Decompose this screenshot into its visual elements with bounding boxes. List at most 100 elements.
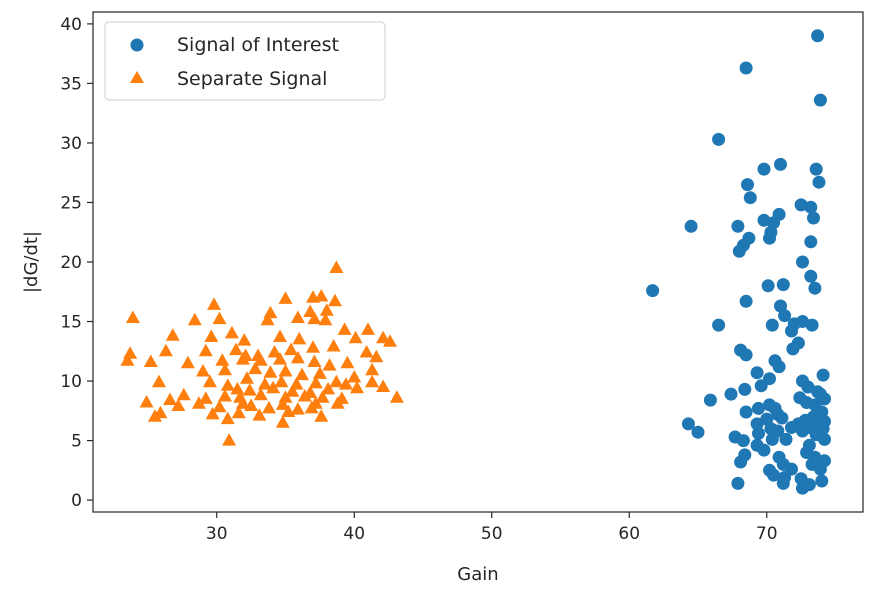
- point-separate-signal: [359, 345, 374, 358]
- legend-marker-signal-of-interest: [130, 38, 144, 52]
- point-signal-of-interest: [724, 387, 738, 401]
- point-signal-of-interest: [736, 434, 750, 448]
- point-signal-of-interest: [804, 269, 818, 283]
- point-signal-of-interest: [785, 421, 798, 434]
- point-signal-of-interest: [734, 455, 748, 469]
- point-separate-signal: [158, 343, 173, 357]
- point-separate-signal: [290, 310, 305, 323]
- point-signal-of-interest: [765, 432, 779, 446]
- point-separate-signal: [242, 383, 257, 396]
- point-signal-of-interest: [757, 443, 771, 457]
- y-tick-label: 10: [60, 372, 82, 392]
- point-separate-signal: [202, 374, 217, 388]
- point-separate-signal: [347, 370, 362, 383]
- point-separate-signal: [376, 330, 391, 344]
- point-signal-of-interest: [738, 382, 752, 396]
- series-separate-signal: [120, 260, 404, 446]
- point-signal-of-interest: [804, 235, 818, 249]
- point-separate-signal: [308, 375, 323, 389]
- x-tick-label: 30: [206, 524, 228, 544]
- point-signal-of-interest: [731, 476, 745, 490]
- point-signal-of-interest: [684, 219, 698, 233]
- point-separate-signal: [290, 402, 305, 415]
- point-signal-of-interest: [731, 219, 745, 233]
- point-signal-of-interest: [809, 162, 823, 176]
- point-separate-signal: [350, 380, 364, 394]
- point-signal-of-interest: [801, 380, 815, 394]
- point-separate-signal: [329, 260, 344, 273]
- point-signal-of-interest: [786, 342, 800, 356]
- point-separate-signal: [319, 303, 334, 316]
- point-separate-signal: [176, 387, 191, 401]
- point-separate-signal: [361, 322, 375, 335]
- point-signal-of-interest: [750, 417, 764, 431]
- point-separate-signal: [218, 362, 232, 376]
- point-signal-of-interest: [739, 294, 753, 308]
- y-tick-label: 25: [60, 193, 82, 213]
- point-separate-signal: [275, 415, 290, 428]
- point-separate-signal: [340, 355, 355, 369]
- point-separate-signal: [376, 379, 391, 392]
- point-separate-signal: [314, 289, 329, 302]
- y-tick-label: 20: [60, 253, 82, 273]
- point-separate-signal: [339, 377, 353, 390]
- point-separate-signal: [222, 433, 237, 446]
- plot-points: [120, 29, 831, 495]
- point-separate-signal: [263, 365, 278, 378]
- legend-label-signal-of-interest: Signal of Interest: [177, 34, 339, 56]
- point-separate-signal: [295, 367, 309, 381]
- point-separate-signal: [281, 404, 296, 417]
- series-signal-of-interest: [646, 29, 831, 495]
- point-signal-of-interest: [772, 360, 786, 374]
- point-separate-signal: [237, 333, 252, 346]
- point-separate-signal: [290, 350, 305, 364]
- point-separate-signal: [365, 374, 380, 388]
- point-signal-of-interest: [779, 432, 793, 446]
- y-axis: 0 5 10 15 20 25 30 35 40: [60, 15, 93, 511]
- point-separate-signal: [348, 330, 363, 344]
- x-tick-label: 70: [756, 524, 778, 544]
- point-separate-signal: [205, 406, 220, 420]
- x-tick-label: 60: [618, 524, 640, 544]
- point-separate-signal: [284, 342, 298, 356]
- point-separate-signal: [204, 329, 219, 342]
- point-separate-signal: [198, 391, 213, 404]
- point-separate-signal: [240, 371, 254, 384]
- point-signal-of-interest: [796, 481, 809, 495]
- y-tick-label: 40: [60, 15, 82, 35]
- point-signal-of-interest: [691, 425, 705, 439]
- point-signal-of-interest: [739, 348, 753, 362]
- x-tick-label: 50: [481, 524, 503, 544]
- point-separate-signal: [304, 400, 319, 414]
- point-signal-of-interest: [785, 324, 798, 338]
- point-signal-of-interest: [750, 366, 764, 380]
- point-signal-of-interest: [732, 244, 746, 258]
- y-tick-label: 5: [71, 432, 82, 452]
- point-separate-signal: [274, 374, 289, 388]
- legend-label-separate-signal: Separate Signal: [177, 68, 327, 90]
- point-signal-of-interest: [818, 392, 831, 406]
- point-separate-signal: [278, 291, 293, 304]
- point-separate-signal: [215, 353, 230, 366]
- point-signal-of-interest: [812, 175, 826, 189]
- point-separate-signal: [147, 409, 162, 422]
- point-separate-signal: [163, 392, 177, 406]
- point-signal-of-interest: [681, 417, 695, 431]
- point-separate-signal: [171, 398, 186, 411]
- point-signal-of-interest: [813, 462, 827, 476]
- point-signal-of-interest: [805, 318, 819, 332]
- point-separate-signal: [207, 297, 221, 310]
- point-separate-signal: [244, 398, 259, 411]
- point-separate-signal: [229, 342, 243, 356]
- x-tick-label: 40: [343, 524, 365, 544]
- point-signal-of-interest: [743, 191, 757, 205]
- point-signal-of-interest: [776, 278, 790, 292]
- point-separate-signal: [266, 380, 281, 394]
- point-separate-signal: [253, 387, 268, 401]
- point-separate-signal: [285, 384, 300, 397]
- point-separate-signal: [267, 345, 282, 358]
- point-signal-of-interest: [778, 309, 792, 323]
- x-axis: 30 40 50 60 70: [206, 512, 778, 544]
- point-separate-signal: [278, 364, 293, 377]
- point-separate-signal: [314, 409, 329, 422]
